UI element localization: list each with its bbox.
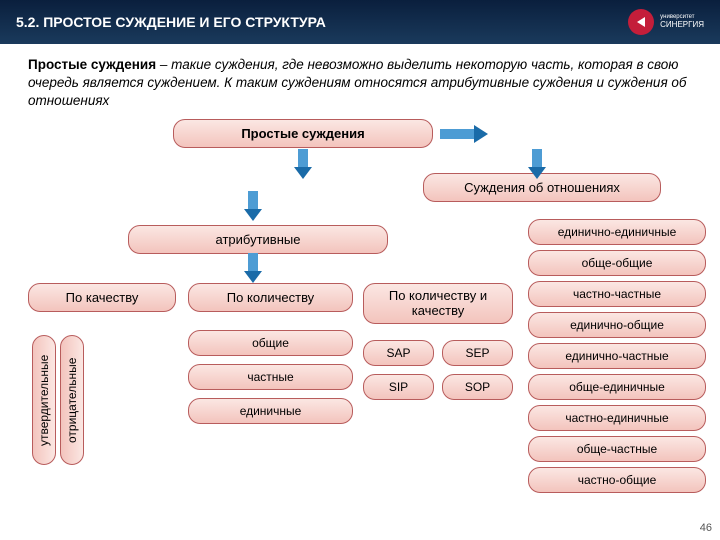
intro-bold: Простые суждения [28,57,156,72]
combo-grid: SAP SEP SIP SOP [363,340,513,400]
relation-type: обще-частные [528,436,706,462]
relation-type: частно-единичные [528,405,706,431]
logo-text: университет СИНЕРГИЯ [660,14,704,29]
attributive-box: атрибутивные [128,225,388,254]
quantity-item: единичные [188,398,353,424]
relation-type: обще-единичные [528,374,706,400]
arrow-down-icon [294,149,312,179]
quality-negative: отрицательные [60,335,84,465]
relation-type: единично-частные [528,343,706,369]
combo-cell: SEP [442,340,513,366]
quantity-items: общие частные единичные [188,330,353,424]
quantity-header: По количеству [188,283,353,312]
quantity-column: По количеству общие частные единичные [188,283,353,424]
quantity-item: частные [188,364,353,390]
quality-affirmative: утвердительные [32,335,56,465]
combo-header: По количеству и качеству [363,283,513,324]
slide-title: 5.2. ПРОСТОЕ СУЖДЕНИЕ И ЕГО СТРУКТУРА [16,14,326,30]
logo: университет СИНЕРГИЯ [628,9,704,35]
quantity-item: общие [188,330,353,356]
relation-type: частно-частные [528,281,706,307]
diagram: Простые суждения Суждения об отношениях … [28,119,692,479]
relation-type: частно-общие [528,467,706,493]
relation-type: обще-общие [528,250,706,276]
arrow-down-icon [244,253,262,283]
combo-cell: SIP [363,374,434,400]
relations-types-column: единично-единичные обще-общие частно-час… [528,219,706,493]
content-area: Простые суждения – такие суждения, где н… [0,44,720,487]
arrow-down-icon [244,191,262,221]
combo-cell: SOP [442,374,513,400]
quality-header: По качеству [28,283,176,312]
quality-items: утвердительные отрицательные [32,335,84,465]
arrow-down-icon [528,149,546,179]
quality-column: По качеству [28,283,176,312]
arrow-right-icon [440,125,488,143]
intro-text: Простые суждения – такие суждения, где н… [28,56,692,111]
relation-type: единично-единичные [528,219,706,245]
slide-header: 5.2. ПРОСТОЕ СУЖДЕНИЕ И ЕГО СТРУКТУРА ун… [0,0,720,44]
simple-judgments-box: Простые суждения [173,119,433,148]
relation-type: единично-общие [528,312,706,338]
combo-cell: SAP [363,340,434,366]
relations-types-list: единично-единичные обще-общие частно-час… [528,219,706,493]
logo-icon [628,9,654,35]
page-number: 46 [700,522,712,534]
combo-column: По количеству и качеству SAP SEP SIP SOP [363,283,513,400]
